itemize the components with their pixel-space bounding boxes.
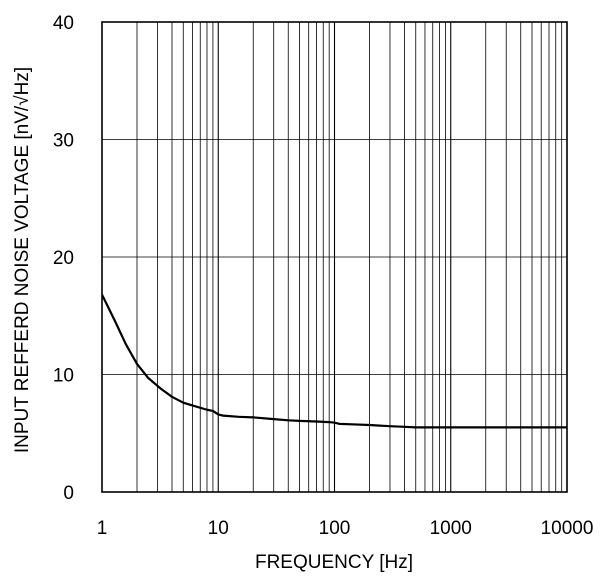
plot-border: [101, 21, 568, 493]
y-tick-label: 40: [53, 13, 74, 34]
noise-curve: [101, 294, 567, 429]
series-group: [101, 294, 567, 429]
x-tick-label: 1: [97, 518, 108, 539]
y-tick-label: 30: [53, 131, 74, 152]
grid: [102, 22, 567, 492]
x-tick-label: 10: [208, 518, 229, 539]
y-axis-label: INPUT REFFERD NOISE VOLTAGE [nV/√Hz]: [12, 67, 33, 453]
y-tick-label: 20: [53, 248, 74, 269]
x-tick-label: 1000: [430, 518, 472, 539]
x-tick-label: 100: [319, 518, 351, 539]
tick-labels: 1 10 100 1000 10000 0 10 20 30 40: [53, 13, 594, 539]
y-tick-label: 0: [63, 483, 74, 504]
x-axis-label: FREQUENCY [Hz]: [255, 552, 413, 573]
x-tick-label: 10000: [541, 518, 594, 539]
y-tick-label: 10: [53, 366, 74, 387]
plot-frame: [101, 21, 568, 493]
